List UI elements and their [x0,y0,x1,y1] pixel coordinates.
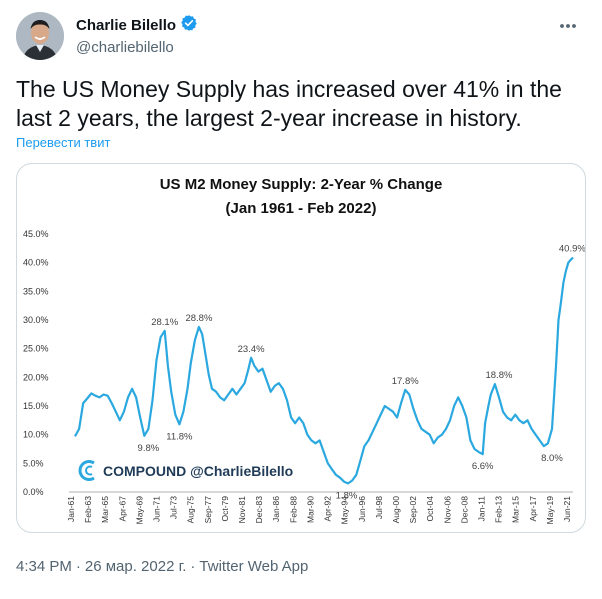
tweet-media-chart[interactable]: US M2 Money Supply: 2-Year % Change (Jan… [16,163,586,533]
y-tick-label: 0.0% [23,487,44,497]
series-line [74,256,574,485]
meta-separator: · [75,558,81,575]
x-tick-label: Apr-92 [323,496,333,522]
x-tick-label: Jan-61 [66,496,76,522]
x-tick-label: Jun-96 [357,496,367,522]
x-tick-label: Sep-02 [408,496,418,524]
y-tick-label: 25.0% [23,344,49,354]
y-tick-label: 45.0% [23,229,49,239]
x-tick-label: May-94 [340,496,350,525]
tweet-text: The US Money Supply has increased over 4… [16,76,562,131]
x-tick-label: Nov-06 [442,496,452,524]
x-tick-label: Feb-63 [83,496,93,523]
y-tick-label: 10.0% [23,430,49,440]
x-tick-label: Mar-15 [511,496,521,523]
compound-logo-icon [78,460,95,481]
translate-tweet-link[interactable]: Перевести твит [16,135,111,150]
y-tick-label: 35.0% [23,286,49,296]
avatar-photo [16,12,64,60]
x-tick-label: Mar-65 [100,496,110,523]
x-tick-label: Sep-77 [203,496,213,524]
x-tick-label: Jun-21 [562,496,572,522]
x-tick-label: Jan-11 [476,496,486,522]
data-label: 9.8% [138,443,160,454]
y-tick-label: 5.0% [23,458,44,468]
x-tick-label: Mar-90 [305,496,315,523]
tweet-meta: 4:34 PM · 26 мар. 2022 г. · Twitter Web App [16,558,308,575]
x-tick-label: Nov-81 [237,496,247,524]
data-label: 40.9% [559,244,585,255]
x-tick-label: Jul-73 [169,496,179,519]
tweet-time[interactable]: 4:34 PM [16,558,72,575]
verified-badge-icon [180,14,198,37]
data-label: 8.0% [541,453,563,464]
x-tick-label: Feb-13 [494,496,504,523]
data-label: 18.8% [485,370,512,381]
x-tick-label: Oct-04 [425,496,435,522]
y-tick-label: 20.0% [23,372,49,382]
x-tick-label: Feb-88 [288,496,298,523]
chart-subtitle: (Jan 1961 - Feb 2022) [225,200,377,217]
y-tick-label: 40.0% [23,258,49,268]
data-label: 28.8% [185,313,212,324]
author-block: Charlie Bilello @charliebilello [76,14,198,56]
chart-title: US M2 Money Supply: 2-Year % Change [159,176,443,193]
author-name[interactable]: Charlie Bilello [76,17,177,34]
more-dots-icon[interactable] [556,16,580,36]
data-label: 28.1% [151,317,178,328]
x-tick-label: Oct-79 [220,496,230,522]
avatar[interactable] [16,12,64,60]
data-label: 6.6% [472,461,494,472]
data-label: 23.4% [238,344,265,355]
x-tick-label: Apr-17 [528,496,538,522]
x-tick-label: May-19 [545,496,555,525]
x-tick-label: Jul-98 [374,496,384,519]
meta-separator-2: · [190,558,196,575]
x-tick-label: Apr-67 [117,496,127,522]
x-tick-label: Jan-86 [271,496,281,522]
x-tick-label: Aug-75 [186,496,196,524]
data-label: 11.8% [166,431,193,442]
y-tick-label: 30.0% [23,315,49,325]
author-handle[interactable]: @charliebilello [76,39,174,56]
x-tick-label: Aug-00 [391,496,401,524]
chart-watermark: COMPOUND @CharlieBilello [103,463,293,479]
chart-svg: 0.0% 5.0% 10.0% 15.0% 20.0% 25.0% 30.0% 35.0% 40… [23,229,585,525]
x-tick-label: May-69 [134,496,144,525]
data-label: 17.8% [392,376,419,387]
tweet-source-app[interactable]: Twitter Web App [199,558,309,575]
x-tick-label: Dec-83 [254,496,264,524]
tweet-date[interactable]: 26 мар. 2022 г. [84,558,187,575]
y-tick-label: 15.0% [23,401,49,411]
data-label: 1.8% [336,490,358,501]
x-tick-label: Dec-08 [459,496,469,524]
x-tick-label: Jun-71 [152,496,162,522]
